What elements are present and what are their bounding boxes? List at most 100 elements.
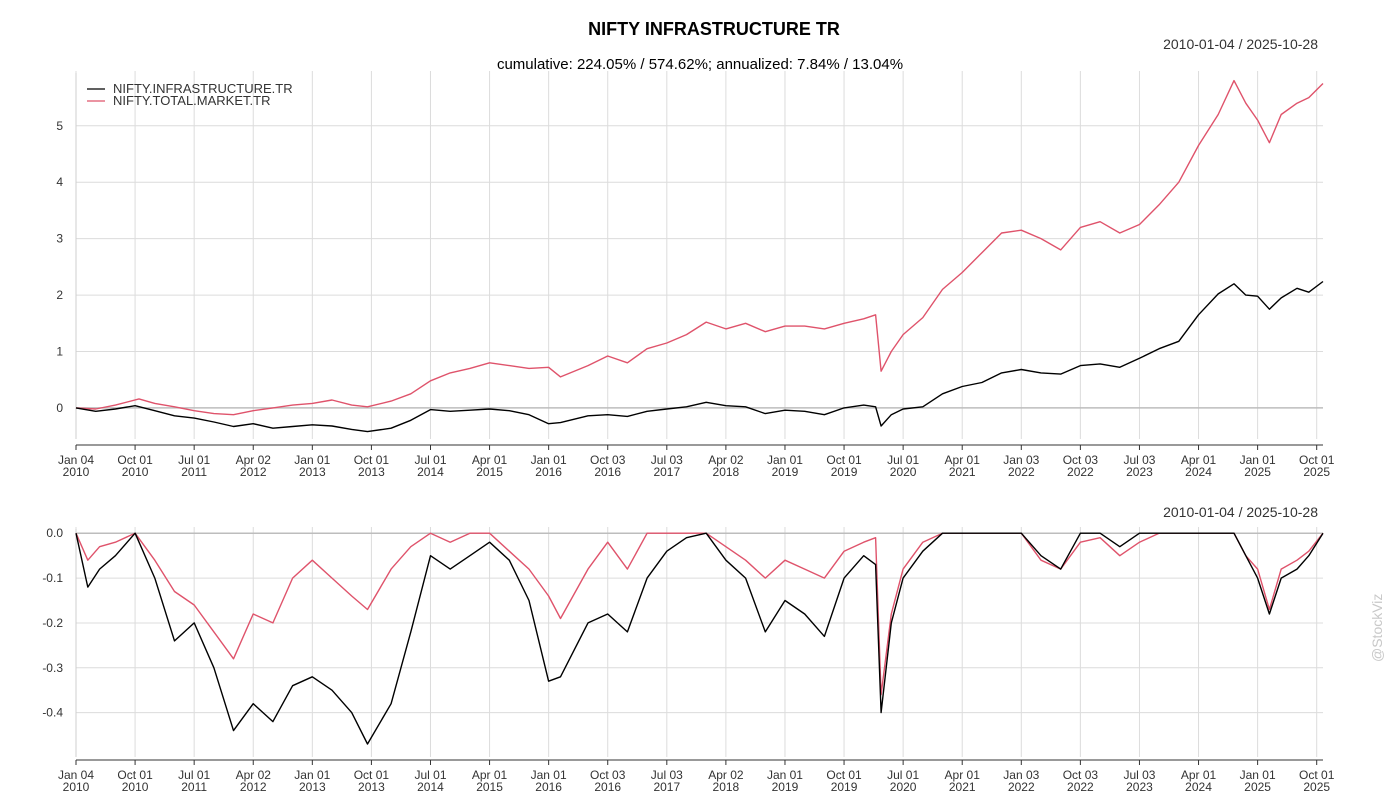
bottom-date-range: 2010-01-04 / 2025-10-28 bbox=[1163, 504, 1318, 520]
bottom-gridlines bbox=[75, 527, 1323, 757]
top-xtick-label-year-0: 2010 bbox=[63, 465, 90, 479]
bottom-xtick-label-year-4: 2013 bbox=[299, 780, 326, 794]
bottom-ytick-label-4: -0.4 bbox=[42, 706, 63, 720]
top-xtick-label-year-11: 2018 bbox=[713, 465, 740, 479]
bottom-xtick-label-date-1: Oct 01 bbox=[117, 768, 153, 782]
top-xtick-label-date-7: Apr 01 bbox=[472, 453, 508, 467]
top-xtick-label-year-20: 2025 bbox=[1244, 465, 1271, 479]
top-xtick-label-date-21: Oct 01 bbox=[1299, 453, 1335, 467]
top-xtick-label-date-20: Jan 01 bbox=[1240, 453, 1276, 467]
top-gridlines bbox=[75, 71, 1323, 439]
watermark: @StockViz bbox=[1369, 594, 1385, 662]
bottom-xtick-label-date-14: Jul 01 bbox=[887, 768, 919, 782]
top-xtick-label-date-3: Apr 02 bbox=[236, 453, 272, 467]
top-xtick-label-date-19: Apr 01 bbox=[1181, 453, 1217, 467]
bottom-xtick-label-date-16: Jan 03 bbox=[1003, 768, 1039, 782]
bottom-series-infrastructure bbox=[75, 532, 1324, 745]
bottom-xtick-label-date-15: Apr 01 bbox=[945, 768, 981, 782]
top-xtick-label-year-9: 2016 bbox=[594, 465, 621, 479]
bottom-xtick-label-date-13: Oct 01 bbox=[826, 768, 862, 782]
bottom-xtick-label-date-10: Jul 03 bbox=[651, 768, 683, 782]
bottom-xtick-label-date-6: Jul 01 bbox=[414, 768, 446, 782]
bottom-xtick-label-year-12: 2019 bbox=[772, 780, 799, 794]
top-xtick-label-date-2: Jul 01 bbox=[178, 453, 210, 467]
top-ytick-label-4: 4 bbox=[56, 175, 63, 189]
top-xtick-label-date-1: Oct 01 bbox=[117, 453, 153, 467]
top-ytick-label-1: 1 bbox=[56, 344, 63, 358]
top-xtick-label-year-6: 2014 bbox=[417, 465, 444, 479]
bottom-xtick-label-year-13: 2019 bbox=[831, 780, 858, 794]
top-xtick-label-year-8: 2016 bbox=[535, 465, 562, 479]
bottom-xtick-label-year-15: 2021 bbox=[949, 780, 976, 794]
top-xtick-label-date-18: Jul 03 bbox=[1123, 453, 1155, 467]
top-xtick-label-year-21: 2025 bbox=[1303, 465, 1330, 479]
bottom-ytick-label-2: -0.2 bbox=[42, 616, 63, 630]
top-ytick-label-5: 5 bbox=[56, 119, 63, 133]
top-ytick-label-2: 2 bbox=[56, 288, 63, 302]
legend-label-infrastructure: NIFTY.INFRASTRUCTURE.TR bbox=[113, 81, 293, 96]
bottom-xtick-label-date-8: Jan 01 bbox=[531, 768, 567, 782]
bottom-xtick-label-date-12: Jan 01 bbox=[767, 768, 803, 782]
bottom-xtick-label-date-9: Oct 03 bbox=[590, 768, 626, 782]
bottom-xtick-label-year-9: 2016 bbox=[594, 780, 621, 794]
top-xtick-label-year-4: 2013 bbox=[299, 465, 326, 479]
bottom-xtick-label-year-19: 2024 bbox=[1185, 780, 1212, 794]
bottom-xtick-label-date-11: Apr 02 bbox=[708, 768, 744, 782]
bottom-series-lines bbox=[75, 532, 1324, 745]
top-xtick-label-year-13: 2019 bbox=[831, 465, 858, 479]
top-date-range: 2010-01-04 / 2025-10-28 bbox=[1163, 36, 1318, 52]
top-xtick-label-date-10: Jul 03 bbox=[651, 453, 683, 467]
bottom-xtick-label-year-20: 2025 bbox=[1244, 780, 1271, 794]
bottom-xtick-label-date-20: Jan 01 bbox=[1240, 768, 1276, 782]
bottom-y-axis: 0.0 -0.1 -0.2 -0.3 -0.4 bbox=[42, 526, 77, 757]
bottom-xtick-label-year-8: 2016 bbox=[535, 780, 562, 794]
bottom-xtick-label-date-19: Apr 01 bbox=[1181, 768, 1217, 782]
bottom-xtick-label-year-1: 2010 bbox=[122, 780, 149, 794]
top-xtick-label-year-18: 2023 bbox=[1126, 465, 1153, 479]
top-xtick-label-date-15: Apr 01 bbox=[945, 453, 981, 467]
bottom-xtick-label-year-6: 2014 bbox=[417, 780, 444, 794]
top-ytick-label-0: 0 bbox=[56, 401, 63, 415]
top-xtick-label-year-3: 2012 bbox=[240, 465, 267, 479]
bottom-xtick-label-year-16: 2022 bbox=[1008, 780, 1035, 794]
top-xtick-label-date-5: Oct 01 bbox=[354, 453, 390, 467]
top-xtick-label-year-17: 2022 bbox=[1067, 465, 1094, 479]
top-xtick-label-date-17: Oct 03 bbox=[1063, 453, 1099, 467]
top-ytick-label-3: 3 bbox=[56, 232, 63, 246]
top-series-total-market bbox=[75, 79, 1324, 416]
bottom-xtick-label-date-21: Oct 01 bbox=[1299, 768, 1335, 782]
bottom-xtick-label-year-10: 2017 bbox=[653, 780, 680, 794]
top-xtick-label-year-16: 2022 bbox=[1008, 465, 1035, 479]
top-xtick-label-date-14: Jul 01 bbox=[887, 453, 919, 467]
bottom-xtick-label-year-7: 2015 bbox=[476, 780, 503, 794]
top-series-lines bbox=[75, 79, 1324, 433]
top-xtick-label-year-5: 2013 bbox=[358, 465, 385, 479]
bottom-xtick-label-date-5: Oct 01 bbox=[354, 768, 390, 782]
bottom-xtick-label-year-17: 2022 bbox=[1067, 780, 1094, 794]
top-xtick-label-date-12: Jan 01 bbox=[767, 453, 803, 467]
bottom-ytick-label-3: -0.3 bbox=[42, 661, 63, 675]
top-xtick-label-date-8: Jan 01 bbox=[531, 453, 567, 467]
bottom-xtick-label-year-14: 2020 bbox=[890, 780, 917, 794]
cumulative-return-panel: NIFTY INFRASTRUCTURE TR cumulative: 224.… bbox=[56, 19, 1334, 479]
top-xtick-label-year-14: 2020 bbox=[890, 465, 917, 479]
bottom-xtick-label-year-11: 2018 bbox=[713, 780, 740, 794]
bottom-xtick-label-date-17: Oct 03 bbox=[1063, 768, 1099, 782]
bottom-xtick-label-date-18: Jul 03 bbox=[1123, 768, 1155, 782]
top-xtick-label-year-12: 2019 bbox=[772, 465, 799, 479]
top-xtick-label-date-6: Jul 01 bbox=[414, 453, 446, 467]
bottom-xtick-label-date-3: Apr 02 bbox=[236, 768, 272, 782]
chart-subtitle: cumulative: 224.05% / 574.62%; annualize… bbox=[497, 56, 903, 73]
top-xtick-label-date-9: Oct 03 bbox=[590, 453, 626, 467]
bottom-series-total-market bbox=[75, 532, 1324, 696]
bottom-ytick-label-1: -0.1 bbox=[42, 571, 63, 585]
top-xtick-label-year-7: 2015 bbox=[476, 465, 503, 479]
top-xtick-label-date-4: Jan 01 bbox=[294, 453, 330, 467]
legend-label-total-market: NIFTY.TOTAL.MARKET.TR bbox=[113, 93, 270, 108]
bottom-xtick-label-year-2: 2011 bbox=[181, 780, 207, 794]
top-xtick-label-date-0: Jan 04 bbox=[58, 453, 94, 467]
top-xtick-label-date-11: Apr 02 bbox=[708, 453, 744, 467]
